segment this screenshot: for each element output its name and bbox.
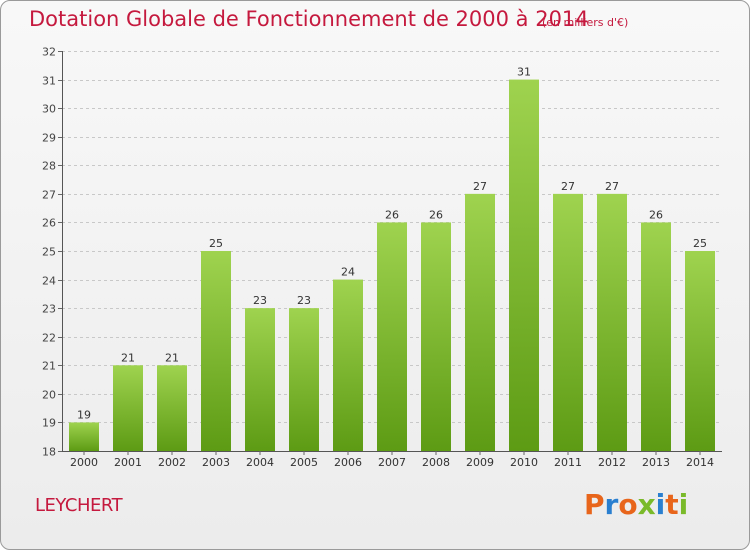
logo-letter: P (584, 488, 605, 521)
data-label-2010: 31 (517, 66, 531, 79)
bar-2001 (113, 365, 143, 451)
bar-2009 (465, 193, 495, 451)
y-tick-label: 25 (42, 246, 56, 259)
data-label-2012: 27 (605, 180, 619, 193)
data-label-2013: 26 (649, 208, 663, 221)
y-tick-label: 29 (42, 132, 56, 145)
data-label-2008: 26 (429, 208, 443, 221)
y-tick-label: 23 (42, 303, 56, 316)
x-tick-label-2003: 2003 (202, 456, 230, 469)
x-tick-label-2014: 2014 (686, 456, 714, 469)
data-label-2006: 24 (341, 266, 355, 279)
data-label-2014: 25 (693, 237, 707, 250)
y-tick-label: 27 (42, 189, 56, 202)
data-label-2009: 27 (473, 180, 487, 193)
x-tick-label-2002: 2002 (158, 456, 186, 469)
chart-subtitle: (en milliers d'€) (542, 16, 629, 29)
x-tick-label-2012: 2012 (598, 456, 626, 469)
y-tick-label: 28 (42, 160, 56, 173)
x-tick-label-2001: 2001 (114, 456, 142, 469)
x-tick-label-2009: 2009 (466, 456, 494, 469)
bar-2011 (553, 193, 583, 451)
bar-2013 (641, 222, 671, 451)
data-label-2003: 25 (209, 237, 223, 250)
logo-letter: t (665, 488, 679, 521)
y-tick-label: 19 (42, 417, 56, 430)
data-label-2000: 19 (77, 408, 91, 421)
bar-2004 (245, 308, 275, 451)
y-tick-label: 32 (42, 46, 56, 59)
y-tick-label: 21 (42, 360, 56, 373)
data-labels: 19 21 21 25 23 23 24 26 26 27 31 27 27 26 25 (77, 66, 707, 422)
data-label-2005: 23 (297, 294, 311, 307)
y-tick-label: 20 (42, 389, 56, 402)
data-label-2007: 26 (385, 208, 399, 221)
logo-letter: i (655, 488, 666, 521)
y-tick-labels: 18 19 20 21 22 23 24 25 26 27 28 29 30 31 32 (42, 46, 56, 459)
x-tick-label-2013: 2013 (642, 456, 670, 469)
axes (58, 51, 722, 455)
y-tick-label: 24 (42, 275, 56, 288)
chart-title: Dotation Globale de Fonctionnement de 20… (29, 7, 589, 31)
logo-letter: x (637, 488, 656, 521)
y-tick-label: 22 (42, 332, 56, 345)
bars (69, 79, 715, 452)
bar-2012 (597, 193, 627, 451)
commune-name: LEYCHERT (35, 495, 123, 516)
x-tick-labels: 2000 2001 2002 2003 2004 2005 2006 2007 2008 2009… (70, 456, 714, 469)
y-tick-label: 26 (42, 217, 56, 230)
bar-2014 (685, 251, 715, 451)
bar-2010 (509, 79, 539, 452)
logo-letter: i (678, 488, 689, 521)
x-tick-label-2005: 2005 (290, 456, 318, 469)
data-label-2011: 27 (561, 180, 575, 193)
x-tick-label-2006: 2006 (334, 456, 362, 469)
logo-letter: o (618, 488, 638, 521)
x-tick-label-2008: 2008 (422, 456, 450, 469)
bar-2003 (201, 251, 231, 451)
data-label-2001: 21 (121, 351, 135, 364)
data-label-2002: 21 (165, 351, 179, 364)
bar-2005 (289, 308, 319, 451)
y-tick-label: 30 (42, 103, 56, 116)
x-tick-label-2010: 2010 (510, 456, 538, 469)
y-tick-label: 31 (42, 75, 56, 88)
bar-2007 (377, 222, 407, 451)
x-tick-label-2011: 2011 (554, 456, 582, 469)
bar-2000 (69, 422, 99, 451)
bar-2008 (421, 222, 451, 451)
data-label-2004: 23 (253, 294, 267, 307)
proxiti-logo: Proxiti (584, 488, 688, 521)
x-tick-label-2007: 2007 (378, 456, 406, 469)
x-tick-label-2004: 2004 (246, 456, 274, 469)
logo-letter: r (604, 488, 619, 521)
x-tick-label-2000: 2000 (70, 456, 98, 469)
bar-2006 (333, 279, 363, 451)
y-tick-label: 18 (42, 446, 56, 459)
bar-2002 (157, 365, 187, 451)
